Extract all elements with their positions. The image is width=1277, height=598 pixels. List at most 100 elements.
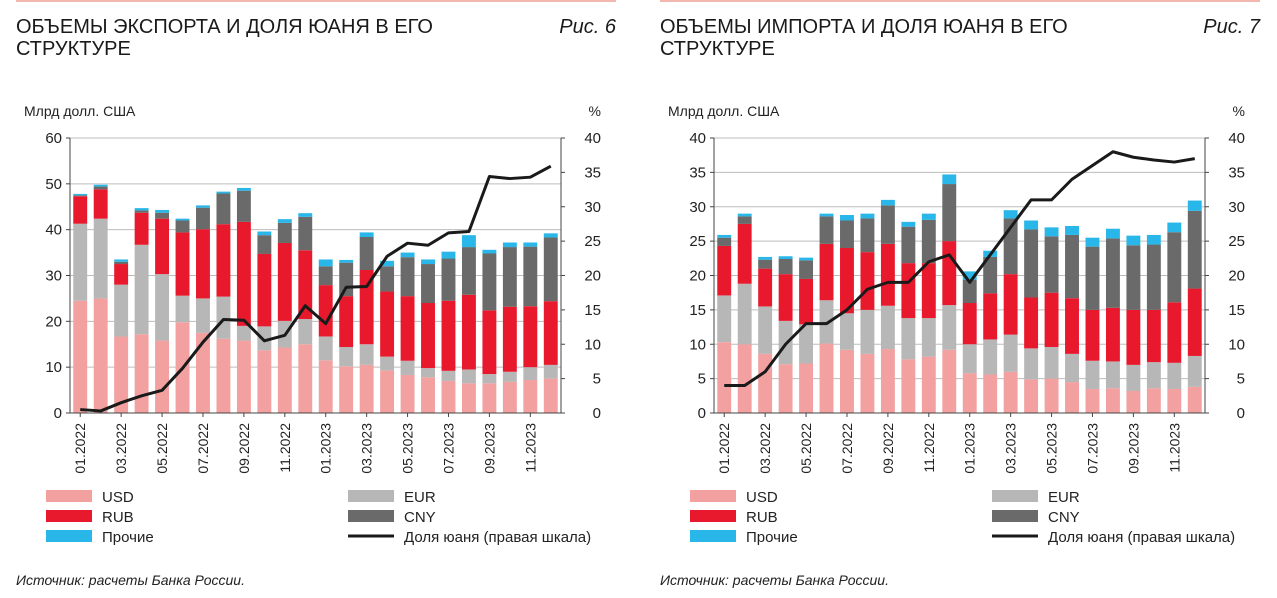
- bar-rub-11.2023: [523, 306, 538, 368]
- bar-cny-03.2022: [758, 259, 773, 269]
- bar-other-03.2022: [758, 256, 773, 260]
- bar-cny-10.2022: [257, 235, 272, 254]
- bar-usd-09.2022: [236, 340, 251, 413]
- bar-eur-04.2023: [1024, 348, 1039, 380]
- bar-other-12.2022: [298, 213, 313, 217]
- left-tick-label: 5: [698, 371, 706, 388]
- bar-rub-01.2022: [73, 196, 88, 224]
- legend-label-other: Прочие: [102, 529, 154, 546]
- bar-rub-06.2022: [175, 232, 190, 296]
- bar-other-01.2023: [318, 259, 333, 267]
- right-tick-label: 25: [1228, 233, 1245, 250]
- bar-cny-08.2023: [461, 247, 476, 295]
- bar-cny-11.2022: [277, 222, 292, 243]
- x-tick-label: 01.2022: [716, 423, 732, 474]
- bar-eur-03.2022: [114, 284, 129, 337]
- left-tick-label: 40: [689, 130, 706, 147]
- bar-usd-11.2023: [523, 380, 538, 413]
- left-tick-label: 35: [689, 164, 706, 181]
- bar-other-11.2023: [523, 242, 538, 247]
- import-chart-panel: ОБЪЕМЫ ИМПОРТА И ДОЛЯ ЮАНЯ В ЕГО СТРУКТУ…: [660, 0, 1260, 598]
- bar-other-04.2023: [1024, 220, 1039, 230]
- bar-cny-11.2023: [1167, 232, 1182, 303]
- bar-cny-04.2023: [380, 266, 395, 292]
- bar-usd-09.2023: [1126, 391, 1141, 413]
- bar-cny-01.2022: [717, 237, 732, 246]
- bar-rub-06.2023: [1065, 298, 1079, 354]
- top-rule: [16, 0, 616, 2]
- left-tick-label: 20: [45, 313, 62, 330]
- bar-rub-03.2022: [758, 268, 773, 307]
- right-tick-label: 35: [584, 164, 601, 181]
- figure-label: Рис. 6: [559, 16, 616, 38]
- cny-share-line: [724, 150, 1196, 387]
- bar-rub-12.2023: [1187, 288, 1202, 356]
- bar-other-03.2023: [1003, 210, 1018, 219]
- bar-rub-03.2022: [114, 264, 129, 285]
- bar-rub-05.2022: [155, 218, 170, 275]
- bar-eur-10.2023: [1146, 362, 1161, 389]
- bar-eur-04.2023: [380, 356, 395, 371]
- bar-usd-01.2023: [318, 360, 333, 413]
- bar-cny-12.2023: [543, 237, 558, 302]
- bar-other-09.2023: [482, 249, 497, 254]
- bar-rub-05.2023: [1044, 292, 1059, 347]
- bar-cny-09.2023: [1126, 245, 1141, 310]
- bar-eur-07.2023: [441, 370, 456, 381]
- bar-other-05.2022: [155, 209, 170, 213]
- export-chart-panel: ОБЪЕМЫ ЭКСПОРТА И ДОЛЯ ЮАНЯ В ЕГО СТРУКТ…: [16, 0, 616, 598]
- right-tick-label: 25: [584, 233, 601, 250]
- x-tick-label: 05.2022: [798, 423, 814, 474]
- bar-other-10.2022: [257, 231, 272, 236]
- bar-cny-02.2023: [983, 256, 998, 294]
- left-tick-label: 30: [689, 199, 706, 216]
- legend-label-rub: RUB: [102, 509, 134, 526]
- legend-label-rub: RUB: [746, 509, 778, 526]
- bar-eur-03.2023: [359, 344, 374, 365]
- bar-usd-02.2023: [983, 374, 998, 413]
- x-tick-label: 11.2023: [522, 423, 538, 473]
- bar-other-03.2022: [114, 259, 129, 262]
- bar-eur-03.2023: [1003, 334, 1018, 372]
- x-tick-label: 05.2023: [1044, 423, 1060, 474]
- bar-cny-06.2023: [1065, 234, 1079, 299]
- bar-usd-05.2023: [400, 374, 415, 413]
- bar-other-06.2023: [421, 259, 435, 265]
- bar-other-08.2023: [461, 235, 476, 248]
- bar-rub-05.2022: [799, 278, 814, 325]
- bar-eur-12.2022: [942, 305, 957, 350]
- right-tick-label: 15: [1228, 302, 1245, 319]
- bar-cny-05.2023: [1044, 236, 1059, 293]
- bar-usd-06.2023: [1065, 382, 1079, 413]
- bar-usd-04.2022: [778, 364, 793, 413]
- bar-other-07.2023: [1085, 237, 1100, 247]
- bar-usd-02.2022: [93, 298, 108, 413]
- bar-eur-09.2022: [236, 325, 251, 341]
- bar-usd-01.2022: [717, 342, 732, 413]
- bar-cny-07.2022: [196, 207, 210, 230]
- bar-eur-02.2023: [983, 339, 998, 375]
- legend-label-eur: EUR: [404, 489, 436, 506]
- bar-other-05.2023: [1044, 227, 1059, 237]
- bar-rub-04.2022: [778, 274, 793, 321]
- bar-eur-12.2023: [1187, 355, 1202, 387]
- bar-usd-11.2023: [1167, 388, 1182, 413]
- x-tick-label: 09.2023: [481, 423, 497, 474]
- bar-other-01.2022: [73, 193, 88, 196]
- bar-usd-04.2023: [1024, 379, 1039, 413]
- left-tick-label: 15: [689, 302, 706, 319]
- left-tick-label: 25: [689, 233, 706, 250]
- bar-usd-04.2022: [134, 334, 149, 413]
- bar-cny-03.2022: [114, 261, 129, 265]
- chart-title: ОБЪЕМЫ ИМПОРТА И ДОЛЯ ЮАНЯ В ЕГО СТРУКТУ…: [660, 16, 1068, 60]
- bar-usd-10.2023: [502, 381, 517, 413]
- bar-usd-06.2022: [819, 343, 834, 413]
- bar-rub-08.2022: [860, 252, 875, 310]
- bar-cny-06.2023: [421, 264, 435, 303]
- export-chart: Млрд долл. США % 0 10 20 30 40 50 60 0 5 10 15 20 25 30…: [24, 103, 601, 546]
- bar-eur-02.2023: [339, 347, 354, 367]
- legend-swatch-other: [46, 530, 92, 542]
- x-tick-label: 07.2023: [440, 423, 456, 474]
- bar-usd-03.2023: [1003, 371, 1018, 413]
- bar-eur-01.2022: [717, 295, 732, 343]
